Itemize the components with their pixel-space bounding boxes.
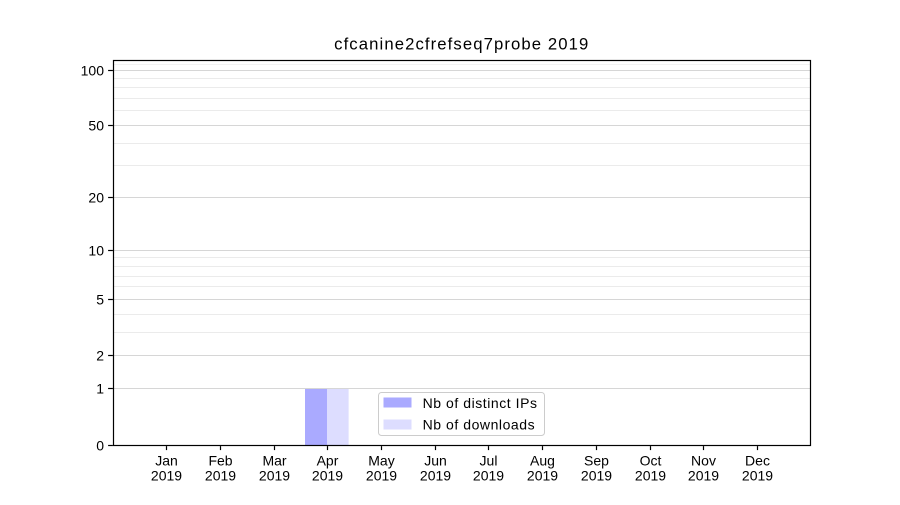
svg-text:2019: 2019 (259, 468, 290, 484)
svg-text:0: 0 (96, 438, 104, 454)
svg-text:May: May (368, 453, 394, 469)
svg-text:2: 2 (96, 348, 104, 364)
svg-text:cfcanine2cfrefseq7probe 2019: cfcanine2cfrefseq7probe 2019 (334, 35, 589, 54)
svg-text:Jul: Jul (480, 453, 498, 469)
svg-text:Apr: Apr (317, 453, 339, 469)
svg-text:Oct: Oct (640, 453, 662, 469)
svg-text:2019: 2019 (527, 468, 558, 484)
svg-text:Dec: Dec (745, 453, 770, 469)
svg-text:2019: 2019 (312, 468, 343, 484)
svg-text:2019: 2019 (205, 468, 236, 484)
svg-text:2019: 2019 (635, 468, 666, 484)
svg-text:1: 1 (96, 381, 104, 397)
svg-text:Sep: Sep (584, 453, 609, 469)
svg-text:2019: 2019 (581, 468, 612, 484)
svg-text:100: 100 (81, 63, 105, 79)
svg-text:10: 10 (88, 243, 104, 259)
svg-text:2019: 2019 (688, 468, 719, 484)
svg-text:50: 50 (88, 118, 104, 134)
svg-text:2019: 2019 (366, 468, 397, 484)
svg-text:Aug: Aug (530, 453, 555, 469)
svg-text:2019: 2019 (742, 468, 773, 484)
svg-text:Mar: Mar (262, 453, 286, 469)
svg-text:Feb: Feb (208, 453, 232, 469)
svg-text:5: 5 (96, 292, 104, 308)
svg-text:2019: 2019 (473, 468, 504, 484)
svg-text:Nb of downloads: Nb of downloads (423, 417, 536, 433)
svg-text:Jan: Jan (155, 453, 178, 469)
svg-text:Nb of distinct IPs: Nb of distinct IPs (423, 395, 538, 411)
svg-text:2019: 2019 (420, 468, 451, 484)
svg-text:Jun: Jun (424, 453, 447, 469)
svg-text:2019: 2019 (151, 468, 182, 484)
svg-text:Nov: Nov (691, 453, 716, 469)
svg-text:20: 20 (88, 190, 104, 206)
